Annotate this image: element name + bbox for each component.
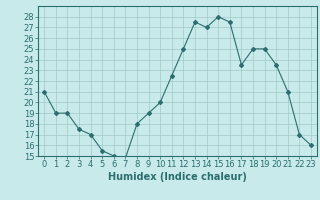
X-axis label: Humidex (Indice chaleur): Humidex (Indice chaleur) (108, 172, 247, 182)
